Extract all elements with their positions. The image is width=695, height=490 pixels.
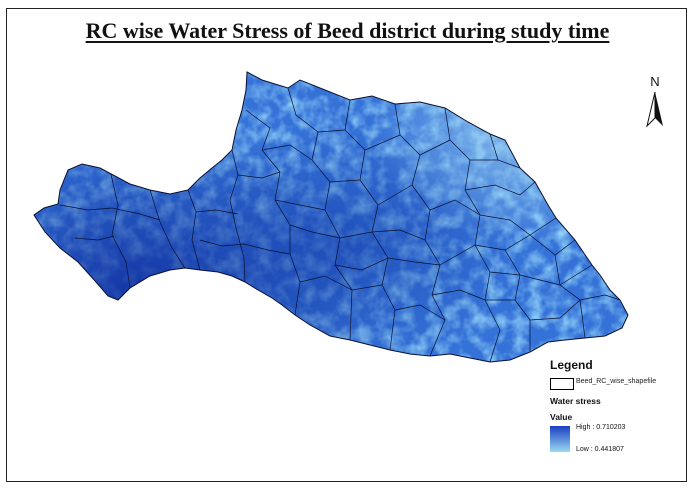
map-title: RC wise Water Stress of Beed district du… (85, 18, 610, 43)
map-frame (6, 8, 687, 482)
high-label: High : 0.710203 (576, 424, 626, 431)
north-arrow: N (640, 74, 670, 134)
value-label: Value (550, 412, 573, 422)
shapefile-swatch (550, 378, 574, 390)
north-arrow-label: N (650, 74, 660, 89)
legend-title: Legend (550, 358, 593, 372)
rc-boundaries (59, 87, 621, 362)
shapefile-label: Beed_RC_wise_shapefile (576, 378, 657, 385)
low-label: Low : 0.441807 (576, 446, 624, 453)
legend: Legend Beed_RC_wise_shapefile Water stre… (546, 358, 686, 468)
color-ramp (550, 426, 570, 452)
north-arrow-icon (646, 91, 663, 128)
layer-label: Water stress (550, 396, 601, 406)
